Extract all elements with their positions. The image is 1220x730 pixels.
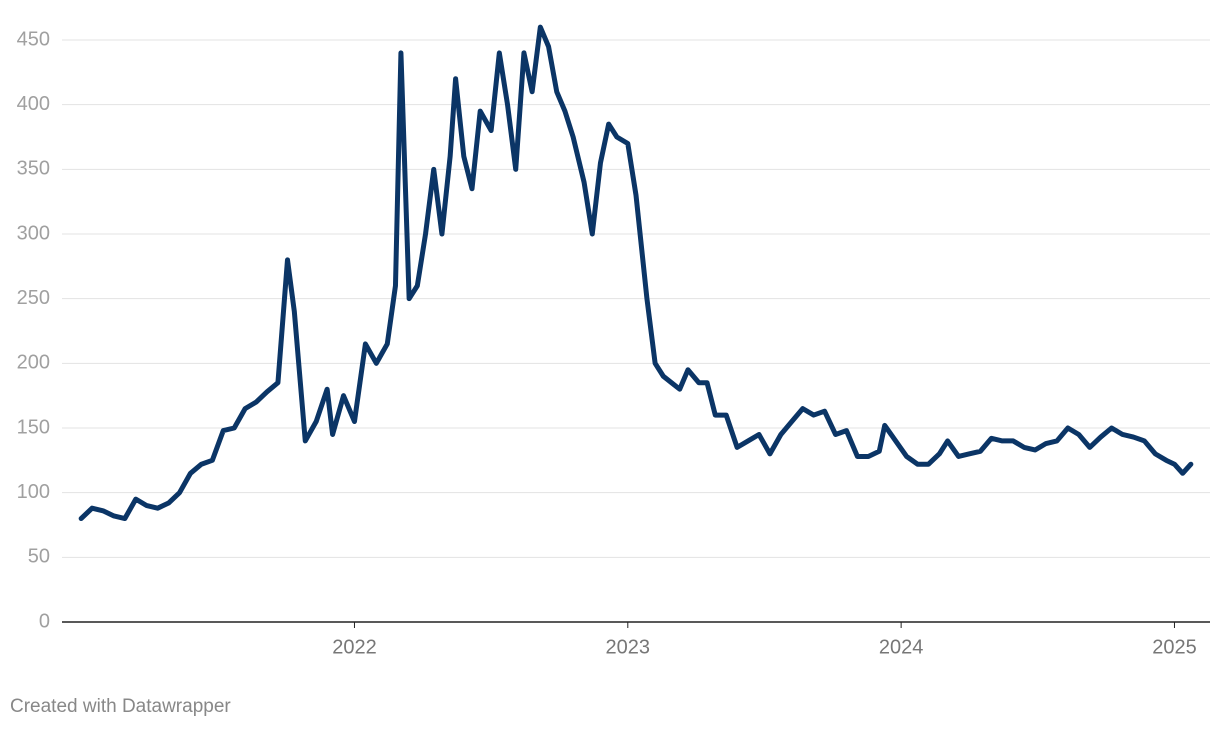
y-tick-label: 400 (17, 93, 50, 115)
x-tick-label: 2025 (1152, 636, 1197, 658)
price-line (78, 24, 1194, 522)
x-tick-label: 2022 (332, 636, 377, 658)
y-tick-label: 350 (17, 158, 50, 180)
y-tick-label: 250 (17, 287, 50, 309)
x-tick-label: 2023 (606, 636, 651, 658)
y-tick-label: 200 (17, 352, 50, 374)
y-tick-label: 50 (28, 546, 50, 568)
y-tick-label: 300 (17, 222, 50, 244)
x-tick-label: 2024 (879, 636, 924, 658)
y-tick-label: 450 (17, 28, 50, 50)
footer: Created with Datawrapper (10, 696, 231, 717)
y-tick-label: 100 (17, 481, 50, 503)
y-tick-label: 150 (17, 416, 50, 438)
y-tick-label: 0 (39, 610, 50, 632)
